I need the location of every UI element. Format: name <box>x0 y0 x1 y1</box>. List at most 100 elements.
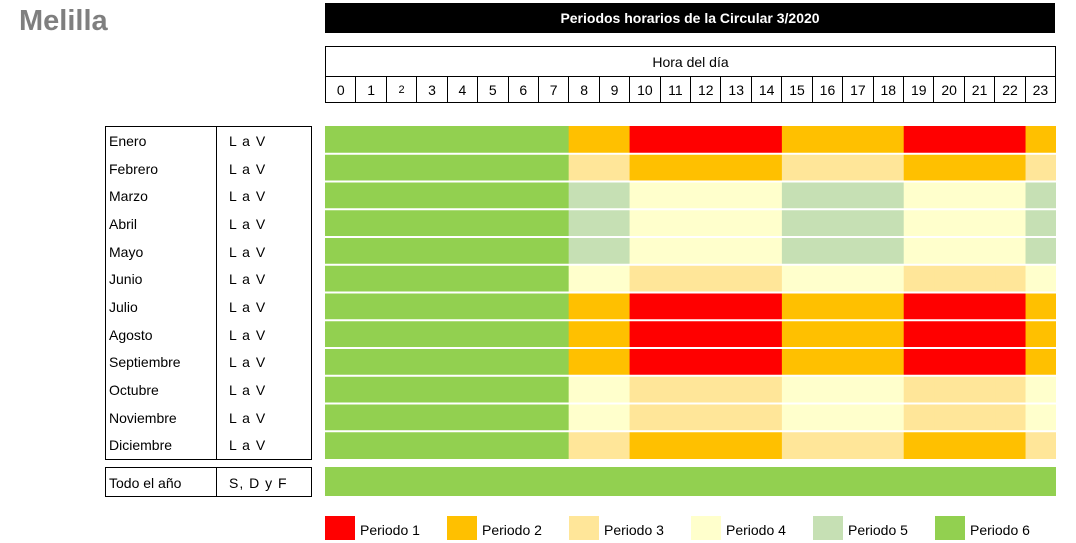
period-cell <box>385 375 417 404</box>
period-cell <box>995 320 1027 348</box>
period-cell <box>842 292 874 321</box>
period-cell <box>873 375 905 404</box>
month-name: Octubre <box>109 382 159 398</box>
month-name: Abril <box>109 216 138 232</box>
period-cell <box>690 375 722 404</box>
period-cell <box>538 237 570 265</box>
period-cell <box>1025 153 1056 182</box>
month-name: Agosto <box>109 326 153 343</box>
hour-label: 14 <box>750 76 782 102</box>
period-cell <box>873 320 905 348</box>
month-days: L a V <box>229 354 267 371</box>
month-row: Abril L a V <box>106 210 311 238</box>
month-days: L a V <box>229 409 267 426</box>
period-cell <box>629 153 661 182</box>
period-cell <box>385 264 417 293</box>
period-cell <box>781 375 813 404</box>
period-cell <box>477 292 509 321</box>
period-cell <box>416 292 448 321</box>
period-cell <box>964 153 996 182</box>
month-row: Marzo L a V <box>106 182 311 210</box>
row-separator <box>325 319 1056 322</box>
period-cell <box>873 181 905 210</box>
period-cell <box>751 181 783 210</box>
period-cell <box>385 153 417 182</box>
period-cell <box>538 181 570 210</box>
period-cell <box>1025 431 1056 459</box>
hour-label: 0 <box>326 76 356 102</box>
period-cell <box>477 431 509 459</box>
legend-swatch <box>447 516 477 540</box>
month-days: L a V <box>229 382 267 398</box>
period-cell <box>507 264 539 293</box>
period-cell <box>355 403 387 432</box>
period-cell <box>720 264 752 293</box>
month-name: Mayo <box>109 243 144 260</box>
period-cell <box>842 237 874 265</box>
period-cell <box>964 431 996 459</box>
period-cell <box>995 126 1027 154</box>
row-separator <box>325 374 1056 377</box>
period-cell <box>690 264 722 293</box>
period-cell <box>325 237 356 265</box>
period-cell <box>446 153 478 182</box>
period-cell <box>599 209 631 237</box>
period-cell <box>599 431 631 459</box>
period-cell <box>751 292 783 321</box>
period-cell <box>446 431 478 459</box>
period-cell <box>568 153 600 182</box>
period-cell <box>660 264 691 293</box>
period-cell <box>995 292 1027 321</box>
hour-label: 7 <box>537 76 569 102</box>
period-cell <box>325 209 356 237</box>
hour-label: 20 <box>933 76 964 102</box>
period-cell <box>690 237 722 265</box>
period-cell <box>325 403 356 432</box>
period-cell <box>660 181 691 210</box>
period-cell <box>355 264 387 293</box>
period-cell <box>964 320 996 348</box>
period-cell <box>934 403 966 432</box>
period-cell <box>903 126 935 154</box>
period-cell <box>903 348 935 376</box>
period-cell <box>842 431 874 459</box>
month-row: Noviembre L a V <box>106 404 311 432</box>
period-cell <box>812 237 844 265</box>
period-cell <box>934 348 966 376</box>
period-cell <box>781 403 813 432</box>
period-cell <box>720 181 752 210</box>
period-cell <box>964 403 996 432</box>
period-cell <box>903 153 935 182</box>
month-name: Febrero <box>109 160 159 177</box>
period-cell <box>934 209 966 237</box>
period-cell <box>934 375 966 404</box>
period-cell <box>660 348 691 376</box>
period-cell <box>568 264 600 293</box>
period-cell <box>903 403 935 432</box>
period-cell <box>995 153 1027 182</box>
period-cell <box>446 181 478 210</box>
period-cell <box>599 375 631 404</box>
period-cell <box>812 375 844 404</box>
period-cell <box>599 320 631 348</box>
hour-label: 5 <box>477 76 508 102</box>
period-cell <box>416 375 448 404</box>
period-cell <box>477 264 509 293</box>
period-cell <box>507 348 539 376</box>
period-cell <box>751 320 783 348</box>
period-cell <box>599 264 631 293</box>
month-row: Febrero L a V <box>106 155 311 183</box>
hour-label: 4 <box>446 76 478 102</box>
period-grid <box>325 126 1056 459</box>
period-cell <box>416 348 448 376</box>
period-cell <box>1025 348 1056 376</box>
period-cell <box>720 320 752 348</box>
all-year-divider <box>216 468 217 496</box>
period-cell <box>629 375 661 404</box>
period-cell <box>873 153 905 182</box>
period-cell <box>477 348 509 376</box>
period-cell <box>355 431 387 459</box>
period-cell <box>599 153 631 182</box>
period-cell <box>781 237 813 265</box>
period-cell <box>416 153 448 182</box>
